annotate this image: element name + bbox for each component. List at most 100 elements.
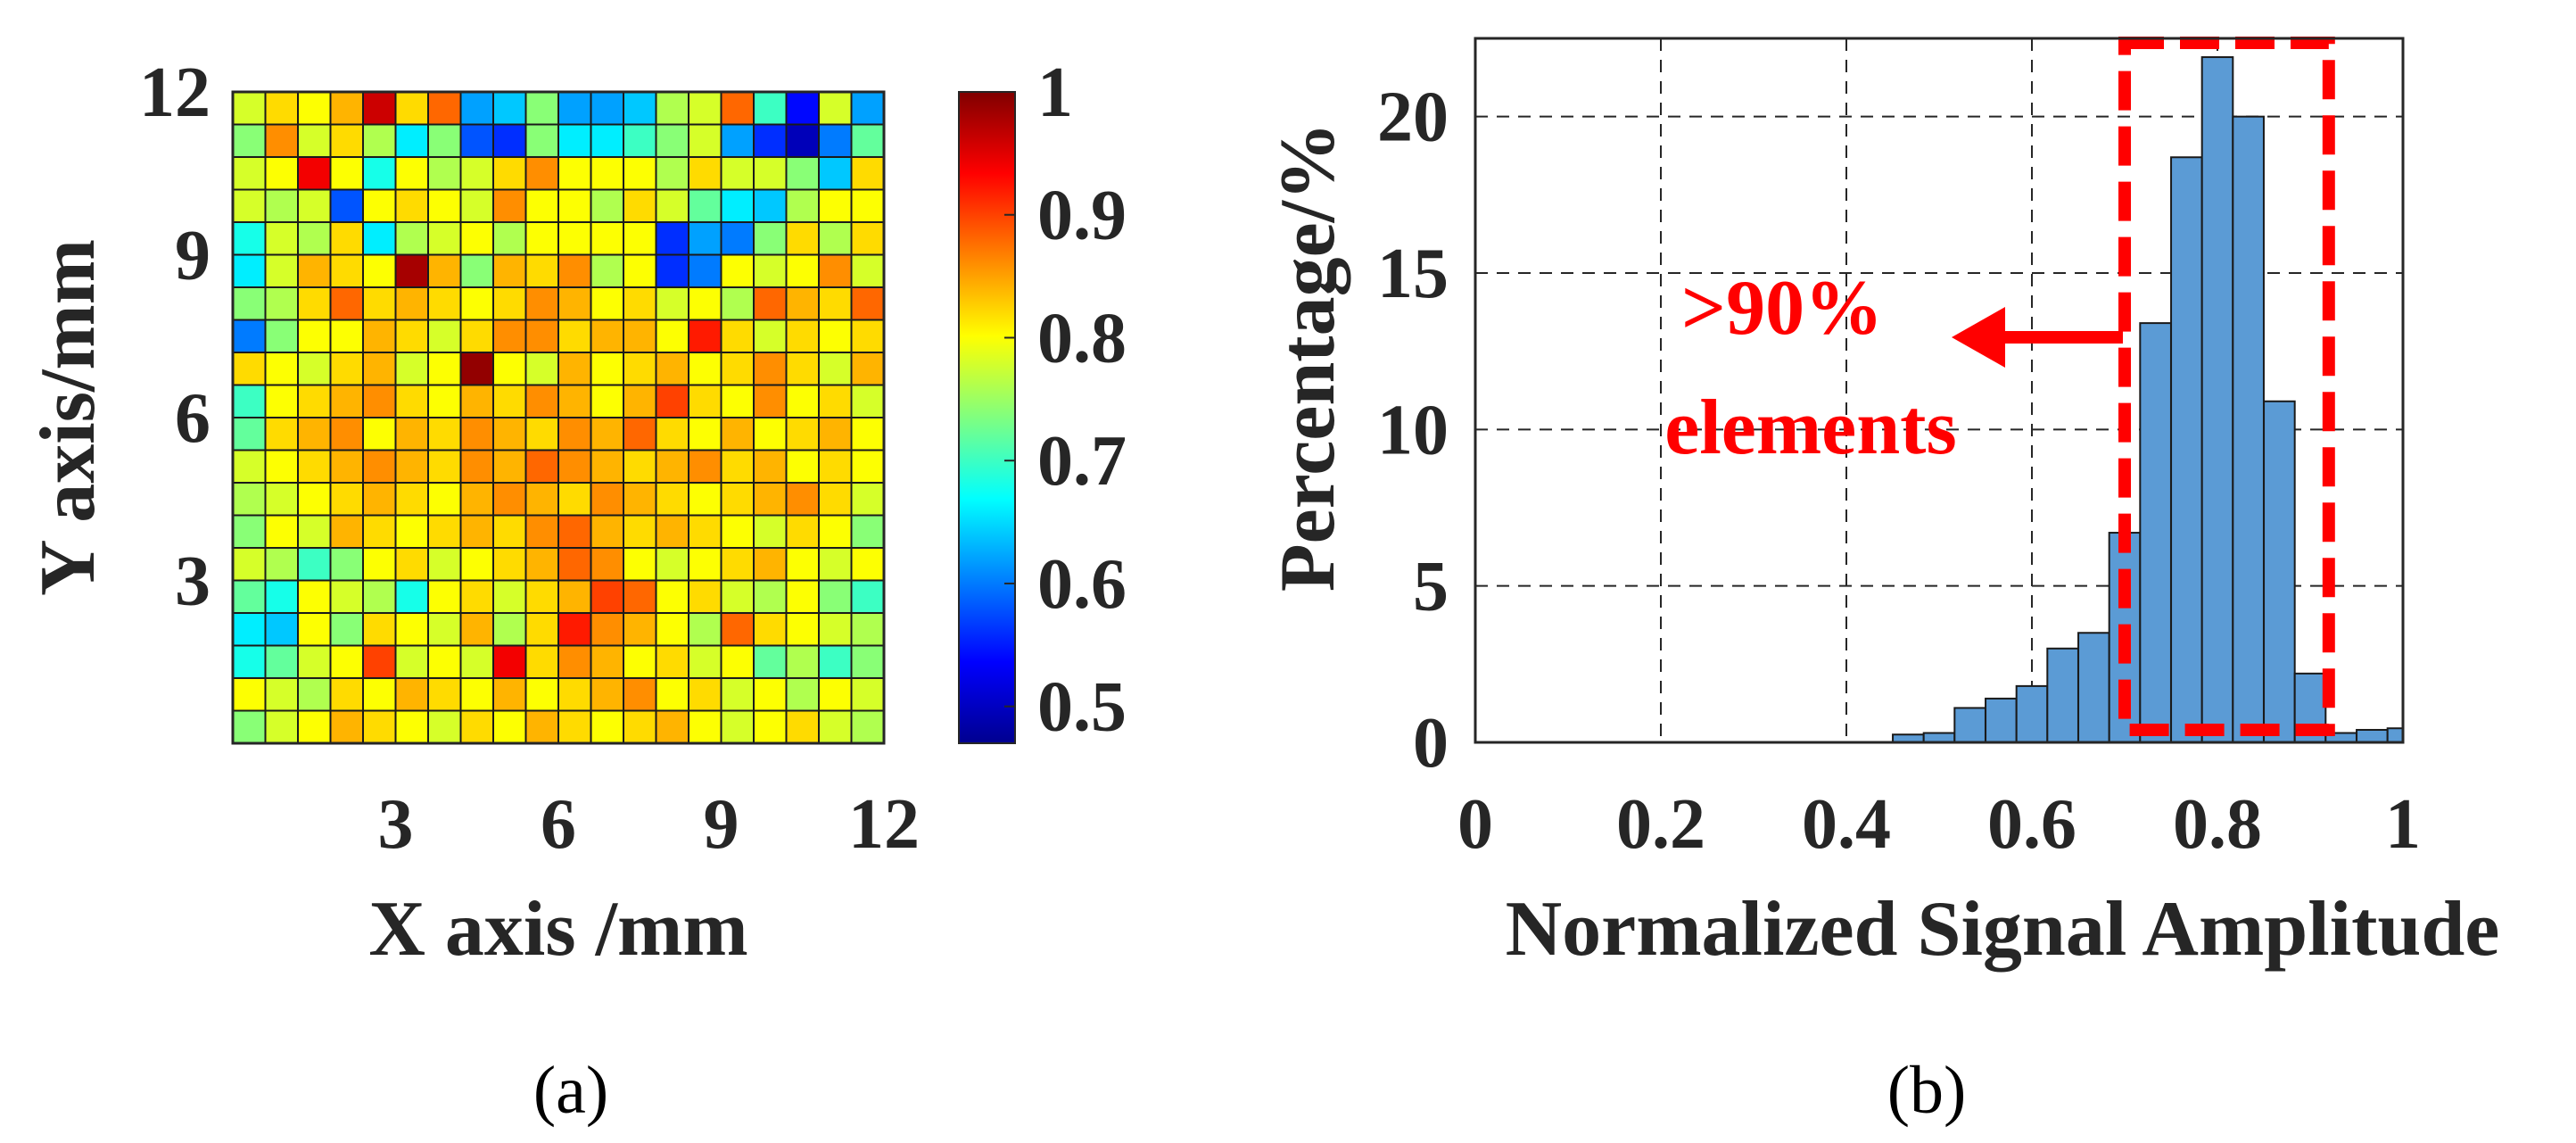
heatmap-cell — [394, 612, 429, 647]
heatmap-cell — [362, 514, 397, 549]
heatmap-cell — [524, 709, 559, 744]
heatmap-cell — [720, 514, 755, 549]
heatmap-grid — [232, 91, 885, 744]
heatmap-cell — [623, 384, 657, 418]
heatmap-cell — [720, 123, 755, 158]
heatmap-cell — [590, 384, 624, 418]
heatmap-cell — [688, 644, 722, 679]
heatmap-cell — [329, 221, 364, 256]
heatmap-cell — [232, 709, 267, 744]
heatmap-cell — [753, 384, 788, 418]
heatmap-cell — [427, 709, 462, 744]
heatmap-cell — [655, 449, 689, 484]
heatmap-cell — [362, 188, 397, 223]
heatmap-cell — [524, 123, 559, 158]
histogram-bar — [1985, 697, 2018, 744]
heatmap-cell — [850, 123, 885, 158]
heatmap-cell — [394, 188, 429, 223]
heatmap-cell — [655, 579, 689, 614]
heatmap-cell — [623, 221, 657, 256]
heatmap-cell — [785, 221, 820, 256]
heatmap-cell — [720, 482, 755, 517]
heatmap-cell — [818, 221, 853, 256]
heatmap-cell — [720, 91, 755, 126]
heatmap-cell — [524, 286, 559, 321]
heatmap-cell — [524, 579, 559, 614]
highlight-box — [2118, 37, 2335, 736]
heatmap-cell — [590, 319, 624, 353]
heatmap-cell — [329, 319, 364, 353]
heatmap-cell — [623, 253, 657, 288]
histogram-y-tick-label: 20 — [1377, 79, 1449, 157]
heatmap-cell — [297, 677, 332, 712]
heatmap-cell — [623, 579, 657, 614]
heatmap-cell — [850, 188, 885, 223]
heatmap-cell — [459, 547, 494, 582]
heatmap-cell — [459, 449, 494, 484]
histogram-y-tick-label: 10 — [1377, 391, 1449, 469]
heatmap-cell — [329, 579, 364, 614]
heatmap-cell — [427, 612, 462, 647]
heatmap-cell — [720, 188, 755, 223]
heatmap-cell — [492, 188, 527, 223]
heatmap-cell — [459, 709, 494, 744]
heatmap-cell — [655, 286, 689, 321]
heatmap-cell — [492, 514, 527, 549]
heatmap-cell — [394, 709, 429, 744]
heatmap-cell — [394, 319, 429, 353]
heatmap-cell — [427, 449, 462, 484]
histogram-y-tick-label: 5 — [1413, 548, 1449, 626]
histogram-bar — [2046, 647, 2079, 743]
heatmap-cell — [753, 352, 788, 386]
histogram-bar — [2386, 727, 2405, 743]
heatmap-cell — [329, 677, 364, 712]
heatmap-cell — [850, 514, 885, 549]
heatmap-cell — [329, 123, 364, 158]
heatmap-cell — [492, 709, 527, 744]
heatmap-cell — [394, 514, 429, 549]
heatmap-cell — [524, 482, 559, 517]
heatmap-cell — [427, 286, 462, 321]
heatmap-cell — [753, 709, 788, 744]
heatmap-cell — [590, 677, 624, 712]
heatmap-cell — [785, 449, 820, 484]
heatmap-cell — [688, 123, 722, 158]
heatmap-cell — [232, 123, 267, 158]
heatmap-cell — [590, 91, 624, 126]
heatmap-cell — [850, 547, 885, 582]
heatmap-cell — [264, 319, 299, 353]
heatmap-cell — [232, 644, 267, 679]
heatmap-cell — [818, 449, 853, 484]
heatmap-cell — [785, 188, 820, 223]
colorbar-tick-label: 1 — [1037, 54, 1073, 132]
heatmap-cell — [394, 91, 429, 126]
heatmap-cell — [785, 123, 820, 158]
heatmap-cell — [524, 384, 559, 418]
heatmap-cell — [557, 547, 592, 582]
heatmap-cell — [524, 677, 559, 712]
heatmap-cell — [590, 482, 624, 517]
heatmap-cell — [623, 123, 657, 158]
heatmap-cell — [753, 449, 788, 484]
heatmap-cell — [720, 677, 755, 712]
heatmap-cell — [818, 253, 853, 288]
heatmap-cell — [427, 221, 462, 256]
heatmap-cell — [720, 547, 755, 582]
heatmap-cell — [459, 188, 494, 223]
heatmap-cell — [720, 644, 755, 679]
heatmap-cell — [655, 188, 689, 223]
heatmap-cell — [459, 319, 494, 353]
heatmap-cell — [524, 221, 559, 256]
heatmap-cell — [427, 579, 462, 614]
heatmap-cell — [492, 352, 527, 386]
heatmap-cell — [492, 644, 527, 679]
heatmap-cell — [492, 286, 527, 321]
heatmap-cell — [264, 417, 299, 451]
heatmap-cell — [297, 579, 332, 614]
heatmap-cell — [492, 221, 527, 256]
heatmap-cell — [297, 188, 332, 223]
heatmap-cell — [297, 286, 332, 321]
heatmap-cell — [329, 188, 364, 223]
histogram-x-tick-label: 0 — [1457, 785, 1493, 864]
